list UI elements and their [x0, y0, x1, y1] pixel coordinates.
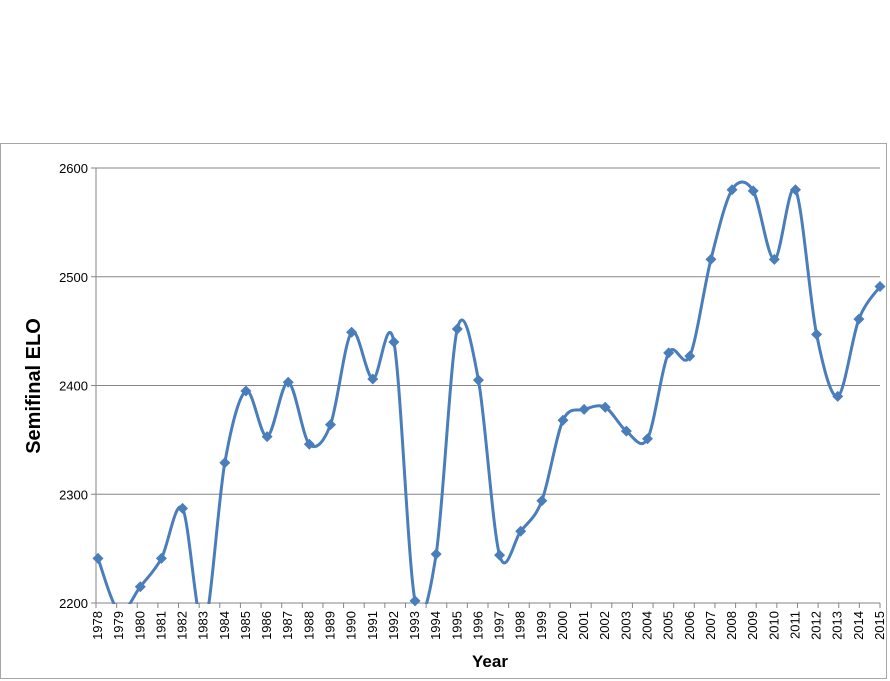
data-point-1997	[494, 549, 506, 561]
x-tick-label: 1996	[470, 611, 485, 640]
y-tick-label: 2600	[59, 161, 88, 176]
data-point-1988	[303, 438, 315, 450]
x-tick-label: 1983	[196, 611, 211, 640]
x-tick-label: 1982	[175, 611, 190, 640]
x-tick-label: 2002	[597, 611, 612, 640]
data-point-2008	[726, 184, 738, 196]
x-tick-labels: 1978 1979 1980 1981 1982 1983 1984 1985 1986 1987…	[90, 603, 887, 640]
data-point-1989	[324, 419, 336, 431]
data-point-1991	[367, 373, 379, 385]
series-elo	[96, 180, 882, 604]
x-tick-label: 1988	[301, 611, 316, 640]
data-point-2005	[663, 347, 675, 359]
x-tick-label: 1987	[280, 611, 295, 640]
chart-frame	[0, 143, 887, 679]
data-point-1984	[219, 457, 231, 469]
data-point-1995	[451, 323, 463, 335]
data-point-1999	[536, 495, 548, 507]
x-tick-label: 2005	[661, 611, 676, 640]
data-point-2013	[832, 390, 844, 402]
x-tick-label: 2007	[703, 611, 718, 640]
x-tick-label: 1981	[153, 611, 168, 640]
series-line	[96, 180, 882, 604]
x-tick-label: 2009	[745, 611, 760, 640]
data-point-2004	[642, 433, 654, 445]
gridlines	[91, 167, 880, 604]
x-tick-label: 1997	[492, 611, 507, 640]
data-point-2001	[578, 403, 590, 415]
x-tick-label: 2012	[809, 611, 824, 640]
data-point-2000	[557, 414, 569, 426]
y-tick-labels: 2200 2300 2400 2500 2600	[59, 161, 88, 611]
x-tick-label: 1978	[90, 611, 105, 640]
data-point-2010	[768, 253, 780, 265]
x-tick-label: 1999	[534, 611, 549, 640]
x-tick-label: 1994	[428, 611, 443, 640]
x-tick-label: 2001	[576, 611, 591, 640]
x-tick-label: 1992	[386, 611, 401, 640]
data-point-1982	[177, 502, 189, 514]
x-tick-label: 1995	[449, 611, 464, 640]
data-point-2015	[874, 281, 886, 293]
x-tick-label: 1990	[344, 611, 359, 640]
data-point-1990	[346, 326, 358, 338]
data-point-2014	[853, 313, 865, 325]
x-tick-label: 2015	[872, 611, 887, 640]
data-point-2003	[620, 425, 632, 437]
x-tick-label: 2000	[555, 611, 570, 640]
x-tick-label: 1980	[132, 611, 147, 640]
x-tick-label: 1979	[111, 611, 126, 640]
x-tick-label: 2003	[618, 611, 633, 640]
y-tick-label: 2400	[59, 379, 88, 394]
x-tick-label: 1984	[217, 611, 232, 640]
y-tick-label: 2500	[59, 270, 88, 285]
data-point-2006	[684, 350, 696, 362]
x-tick-label: 2004	[640, 611, 655, 640]
x-tick-label: 2013	[830, 611, 845, 640]
y-tick-label: 2200	[59, 596, 88, 611]
data-point-2012	[811, 328, 823, 340]
x-axis-label: Year	[472, 652, 508, 671]
data-markers	[92, 184, 886, 607]
data-point-2002	[599, 401, 611, 413]
x-tick-label: 1989	[322, 611, 337, 640]
data-point-1986	[261, 431, 273, 443]
x-tick-label: 2014	[851, 611, 866, 640]
x-tick-label: 2006	[682, 611, 697, 640]
data-point-2009	[747, 185, 759, 197]
x-tick-label: 1991	[365, 611, 380, 640]
data-point-2011	[789, 184, 801, 196]
data-point-1987	[282, 376, 294, 388]
y-tick-label: 2300	[59, 487, 88, 502]
x-tick-label: 2011	[787, 611, 802, 639]
data-point-1993	[409, 595, 421, 607]
x-tick-label: 1986	[259, 611, 274, 640]
data-point-1996	[472, 374, 484, 386]
x-tick-label: 2010	[766, 611, 781, 640]
data-point-1980	[134, 581, 146, 593]
y-axis-label: Semifinal ELO	[23, 318, 45, 454]
data-point-1998	[515, 525, 527, 537]
x-tick-label: 1998	[513, 611, 528, 640]
x-tick-label: 2008	[724, 611, 739, 640]
data-point-1992	[388, 336, 400, 348]
data-point-1978	[92, 552, 104, 564]
data-point-1985	[240, 385, 252, 397]
x-tick-label: 1993	[407, 611, 422, 640]
data-point-2007	[705, 253, 717, 265]
x-tick-label: 1985	[238, 611, 253, 640]
data-point-1994	[430, 548, 442, 560]
data-point-1981	[155, 552, 167, 564]
